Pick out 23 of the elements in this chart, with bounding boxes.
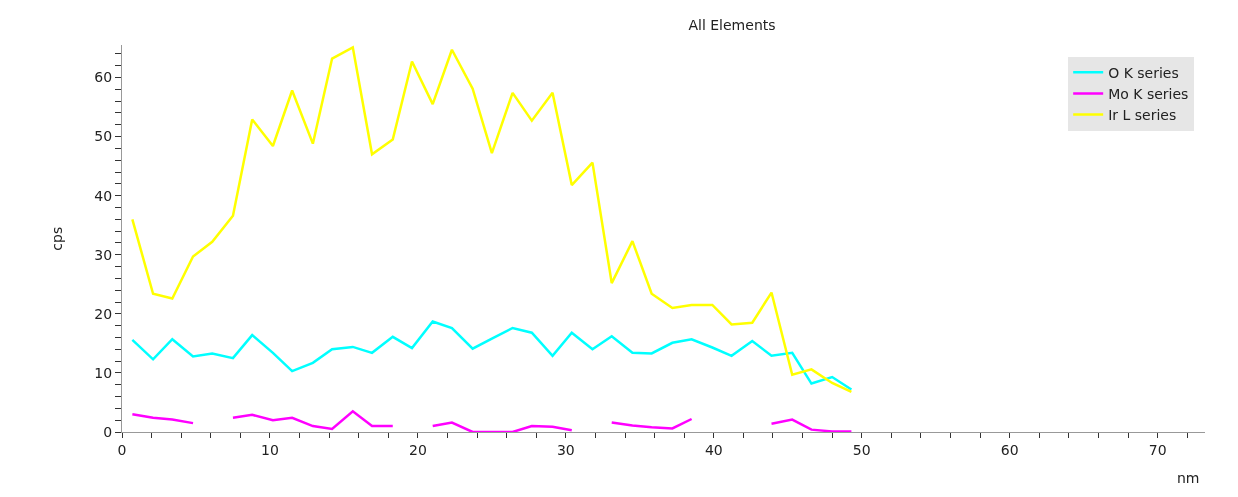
y-tick-label: 20: [94, 305, 113, 322]
legend-label: Ir L series: [1108, 107, 1177, 124]
line-series: [131, 320, 853, 391]
x-tick-label: 0: [117, 441, 127, 458]
x-tick-label: 20: [408, 441, 427, 458]
x-axis-title: nm: [1177, 470, 1200, 486]
legend-label: Mo K series: [1108, 85, 1189, 102]
legend-label: O K series: [1108, 64, 1179, 81]
y-tick-label: 30: [94, 246, 113, 263]
x-tick-label: 70: [1148, 441, 1167, 458]
y-tick-label: 10: [94, 364, 113, 381]
x-tick-label: 60: [1000, 441, 1019, 458]
x-tick-label: 40: [704, 441, 723, 458]
y-tick-label: 60: [94, 69, 113, 86]
chart-title: All Elements: [688, 16, 776, 33]
y-tick-label: 40: [94, 187, 113, 204]
x-tick-label: 30: [556, 441, 575, 458]
y-tick-label: 0: [103, 423, 113, 440]
x-tick-label: 10: [261, 441, 279, 458]
x-tick-label: 50: [852, 441, 871, 458]
y-tick-label: 50: [94, 128, 113, 145]
y-axis-title: cps: [48, 226, 65, 251]
line-series: [131, 46, 853, 394]
